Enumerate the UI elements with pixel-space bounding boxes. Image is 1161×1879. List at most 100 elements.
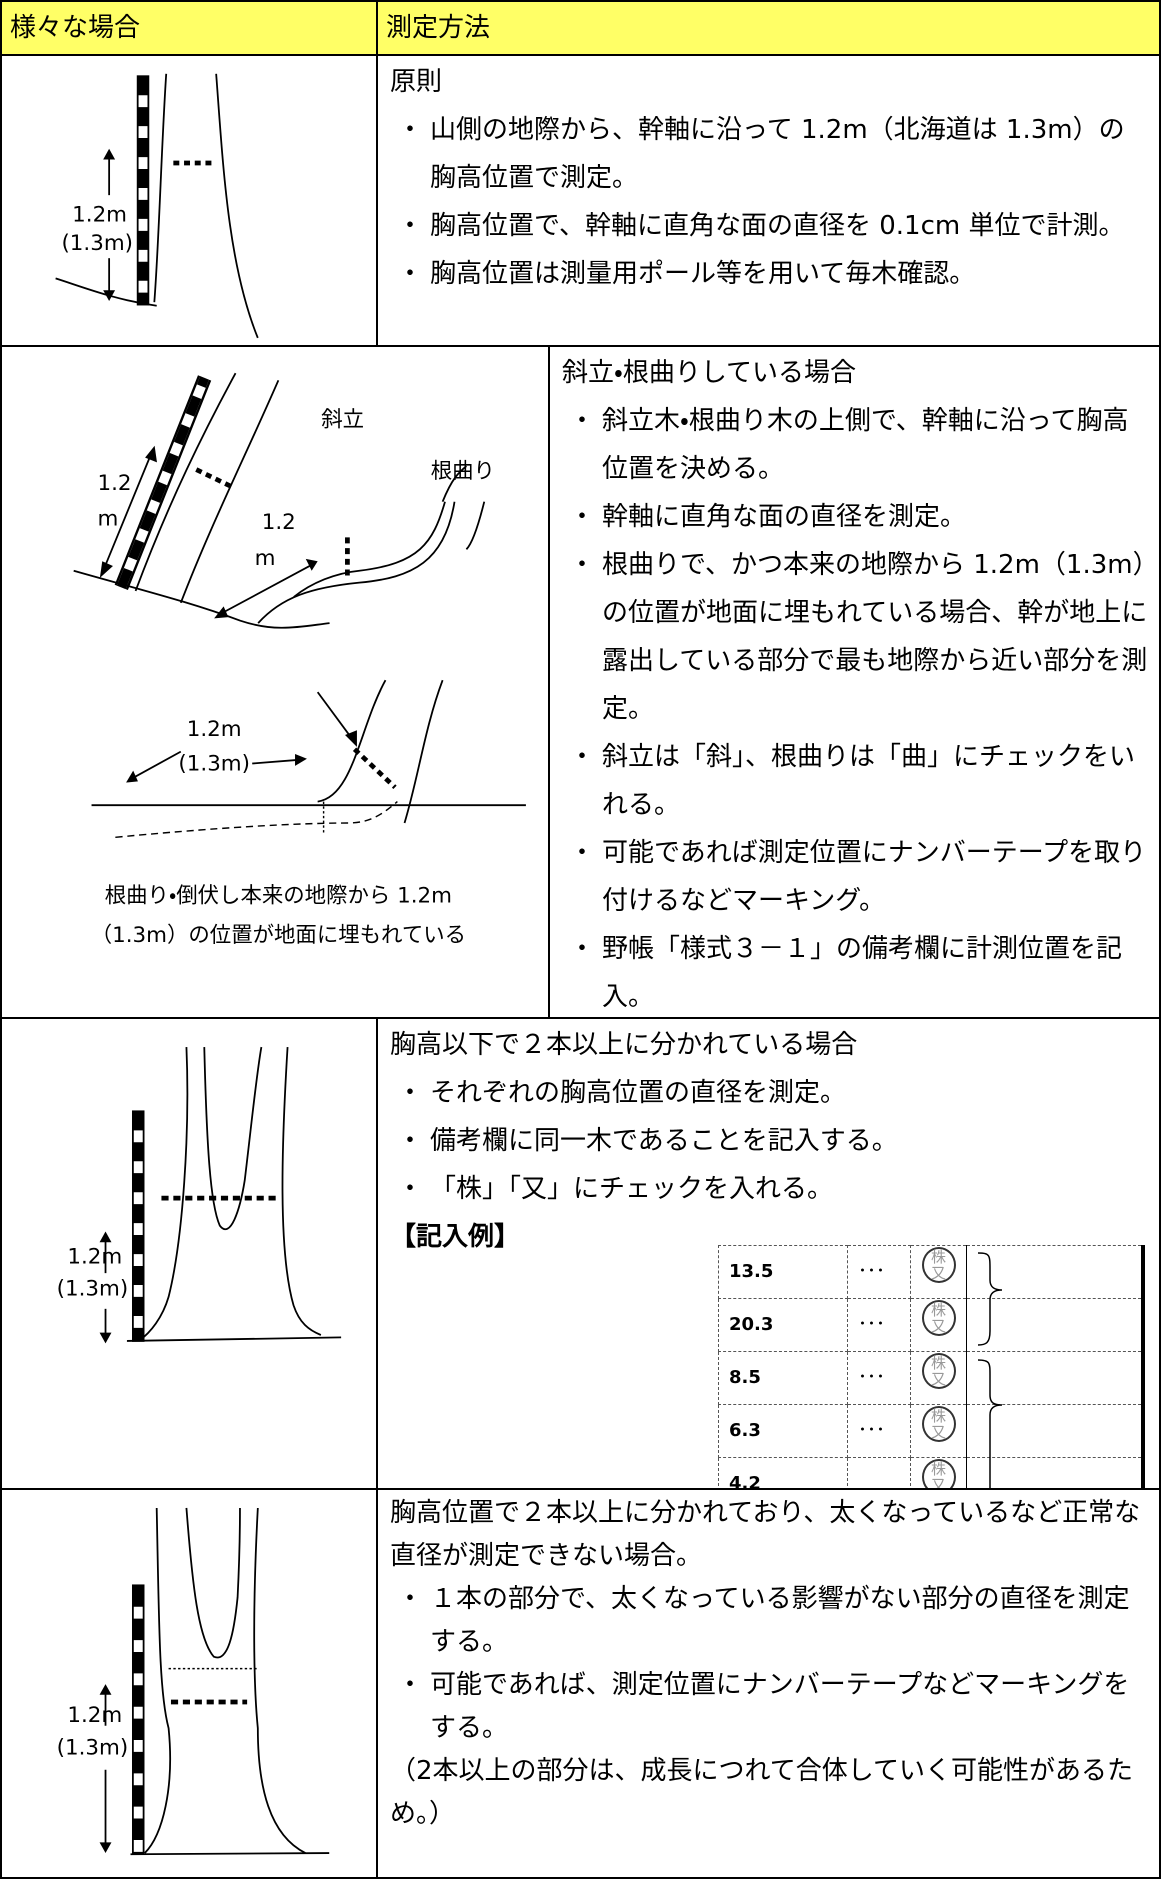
figure-cell: 1.2m (1.3m)	[2, 56, 378, 347]
stamp-text: 株	[930, 1248, 946, 1266]
brace	[977, 1252, 1003, 1488]
bullet-text: 幹軸に直角な面の直径を測定。	[602, 502, 967, 532]
diagram-stroke	[179, 379, 280, 604]
diagram-stroke	[253, 1507, 306, 1854]
diagram-stroke	[126, 770, 138, 783]
bullet-mark: ・	[396, 115, 423, 145]
stamp-text: 又	[930, 1317, 946, 1335]
diagram-stroke	[295, 753, 307, 766]
figure-label: 1.2m	[67, 1703, 122, 1728]
example-stamp-cell: 株又	[910, 1298, 967, 1352]
bullet-item: ・斜立は「斜」、根曲りは「曲」にチェックをいれる。	[562, 733, 1149, 829]
bullet-text: 「株」「又」にチェックを入れる。	[430, 1174, 834, 1204]
diagram-stroke	[153, 73, 168, 303]
example-value: 8.5	[718, 1351, 848, 1405]
diagram-stroke	[55, 277, 157, 307]
bullet-item: ・それぞれの胸高位置の直径を測定。	[390, 1069, 1149, 1117]
example-blank	[966, 1404, 1145, 1458]
bullet-item: ・「株」「又」にチェックを入れる。	[390, 1165, 1149, 1213]
diagram-stroke	[73, 569, 330, 629]
bullet-text: １本の部分で、太くなっている影響がない部分の直径を測定する。	[430, 1584, 1130, 1657]
example-dots	[847, 1457, 911, 1488]
diagram-stroke	[116, 376, 210, 590]
bullet-item: ・可能であれば測定位置にナンバーテープを取り付けるなどマーキング。	[562, 829, 1149, 925]
bullet-mark: ・	[568, 934, 595, 964]
figure-label: 1.2	[97, 471, 131, 496]
diagram-stroke	[403, 679, 444, 824]
example-dots: ･･･	[847, 1404, 911, 1458]
example-table: 13.5 ･･･株又 20.3 ･･･株又 8.5 ･･･株又 6.3 ･･･株又 4.2 株又	[718, 1245, 1145, 1488]
diagram-stroke	[316, 691, 352, 738]
bullet-text: それぞれの胸高位置の直径を測定。	[430, 1078, 847, 1108]
method-cell: 胸高以下で２本以上に分かれている場合・それぞれの胸高位置の直径を測定。・備考欄に…	[378, 1019, 1161, 1490]
diagram-stroke	[99, 561, 113, 578]
bullet-item: ・ １本の部分で、太くなっている影響がない部分の直径を測定する。	[390, 1578, 1149, 1664]
example-row: 13.5 ･･･ 株又	[718, 1245, 1145, 1299]
stamp: 株又	[921, 1353, 956, 1389]
figure-label: 1.2m	[187, 717, 242, 742]
stamp-text: 株	[930, 1354, 946, 1372]
bullet-mark: ・	[396, 1174, 423, 1204]
example-blank	[966, 1457, 1145, 1488]
diagram-stroke	[126, 1336, 342, 1342]
figure-label: (1.3m)	[61, 231, 133, 256]
diagram-stroke	[352, 747, 397, 790]
row-heading: 原則	[390, 67, 443, 97]
diagram-stroke	[138, 1047, 189, 1342]
bullet-mark: ・	[568, 406, 595, 436]
bullet-item: ・胸高位置は測量用ポール等を用いて毎木確認。	[390, 250, 1149, 298]
stamp: 株又	[921, 1300, 956, 1336]
bullet-mark: ・	[568, 838, 595, 868]
bullet-mark: ・	[568, 502, 595, 532]
example-value: 4.2	[718, 1457, 848, 1488]
example-blank	[966, 1245, 1145, 1299]
figure-cell: 1.2m (1.3m)	[2, 1490, 378, 1879]
figure-label: 根曲り	[431, 459, 495, 484]
bullet-text: 備考欄に同一木であることを記入する。	[430, 1126, 898, 1156]
diagram-stroke	[214, 606, 229, 619]
example-value: 20.3	[718, 1298, 848, 1352]
diagram-stroke	[195, 467, 232, 489]
bullet-text: 可能であれば測定位置にナンバーテープを取り付けるなどマーキング。	[602, 838, 1147, 916]
bullet-mark: ・	[396, 1078, 423, 1108]
diagram: 1.2m (1.3m)	[57, 1046, 342, 1344]
diagram-stroke	[103, 453, 152, 568]
diagram-stroke	[103, 290, 116, 301]
header-cell: 様々な場合	[2, 2, 378, 56]
example-row: 4.2 株又	[718, 1457, 1145, 1488]
stamp-text: 又	[930, 1264, 946, 1282]
example-stamp-cell: 株又	[910, 1245, 967, 1299]
diagram-stroke	[345, 730, 357, 747]
stamp-text: 又	[930, 1423, 946, 1441]
example-dots: ･･･	[847, 1245, 911, 1299]
example-title: 【記入例】	[390, 1222, 521, 1252]
bullet-text: 根曲りで、かつ本来の地際から 1.2m（1.3m）の位置が地面に埋もれている場合…	[602, 550, 1148, 724]
stamp-text: 株	[930, 1460, 946, 1478]
stamp-text: 株	[930, 1407, 946, 1425]
bullet-item: ・斜立木・根曲り木の上側で、幹軸に沿って胸高位置を決める。	[562, 397, 1149, 493]
figure-caption: 根曲り・倒伏し本来の地際から 1.2m	[105, 884, 452, 909]
diagram-stroke	[134, 372, 237, 592]
stamp: 株又	[921, 1406, 956, 1442]
method-cell: 胸高位置で２本以上に分かれており、太くなっているなど正常な直径が測定できない場合…	[378, 1490, 1161, 1879]
figure-label: (1.3m)	[57, 1735, 129, 1760]
diagram-stroke	[99, 1684, 112, 1695]
bullet-item: ・可能であれば、測定位置にナンバーテープなどマーキングをする。	[390, 1664, 1149, 1750]
example-value: 13.5	[718, 1245, 848, 1299]
figure-caption: （1.3m）の位置が地面に埋もれている	[91, 923, 466, 948]
diagram: 斜立 根曲り 1.2 m 1.2 m 1.2m (1.3m) 根曲り・倒伏し本来…	[73, 372, 526, 948]
diagram-stroke	[293, 501, 446, 598]
diagram-stroke	[145, 445, 157, 463]
example-stamp-cell: 株又	[910, 1351, 967, 1405]
example-row: 20.3 ･･･ 株又	[718, 1298, 1145, 1352]
bullet-text: 山側の地際から、幹軸に沿って 1.2m（北海道は 1.3m）の胸高位置で測定。	[430, 115, 1125, 193]
example-blank	[966, 1298, 1145, 1352]
diagram-stroke	[99, 1332, 112, 1344]
bullet-item: ・根曲りで、かつ本来の地際から 1.2m（1.3m）の位置が地面に埋もれている場…	[562, 541, 1149, 733]
diagram-stroke	[99, 1842, 112, 1854]
example-value: 6.3	[718, 1404, 848, 1458]
bullet-mark: ・	[396, 1126, 423, 1156]
bullet-item: ・幹軸に直角な面の直径を測定。	[562, 493, 1149, 541]
bullet-mark: ・	[396, 1670, 423, 1700]
